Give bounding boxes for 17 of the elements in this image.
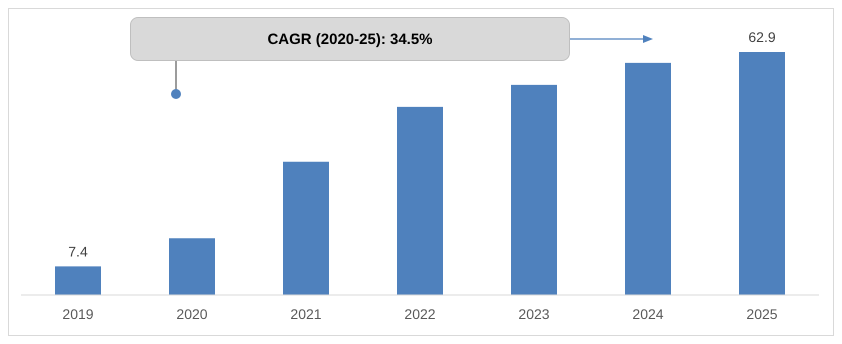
x-tick-label: 2023 [518,306,550,322]
x-tick-label: 2024 [632,306,664,322]
x-tick-label: 2020 [176,306,208,322]
data-label: 62.9 [748,29,776,45]
bar [55,266,101,295]
x-tick-label: 2019 [62,306,94,322]
x-tick-label: 2022 [404,306,436,322]
data-label: 7.4 [68,243,88,260]
bar [397,106,443,295]
bar [283,162,329,295]
bar [169,238,215,295]
callout-box: CAGR (2020-25): 34.5% [130,17,570,61]
bar [739,52,785,295]
bar [625,62,671,295]
bar [511,84,557,295]
x-tick-label: 2021 [290,306,322,322]
x-tick-label: 2025 [746,306,778,322]
